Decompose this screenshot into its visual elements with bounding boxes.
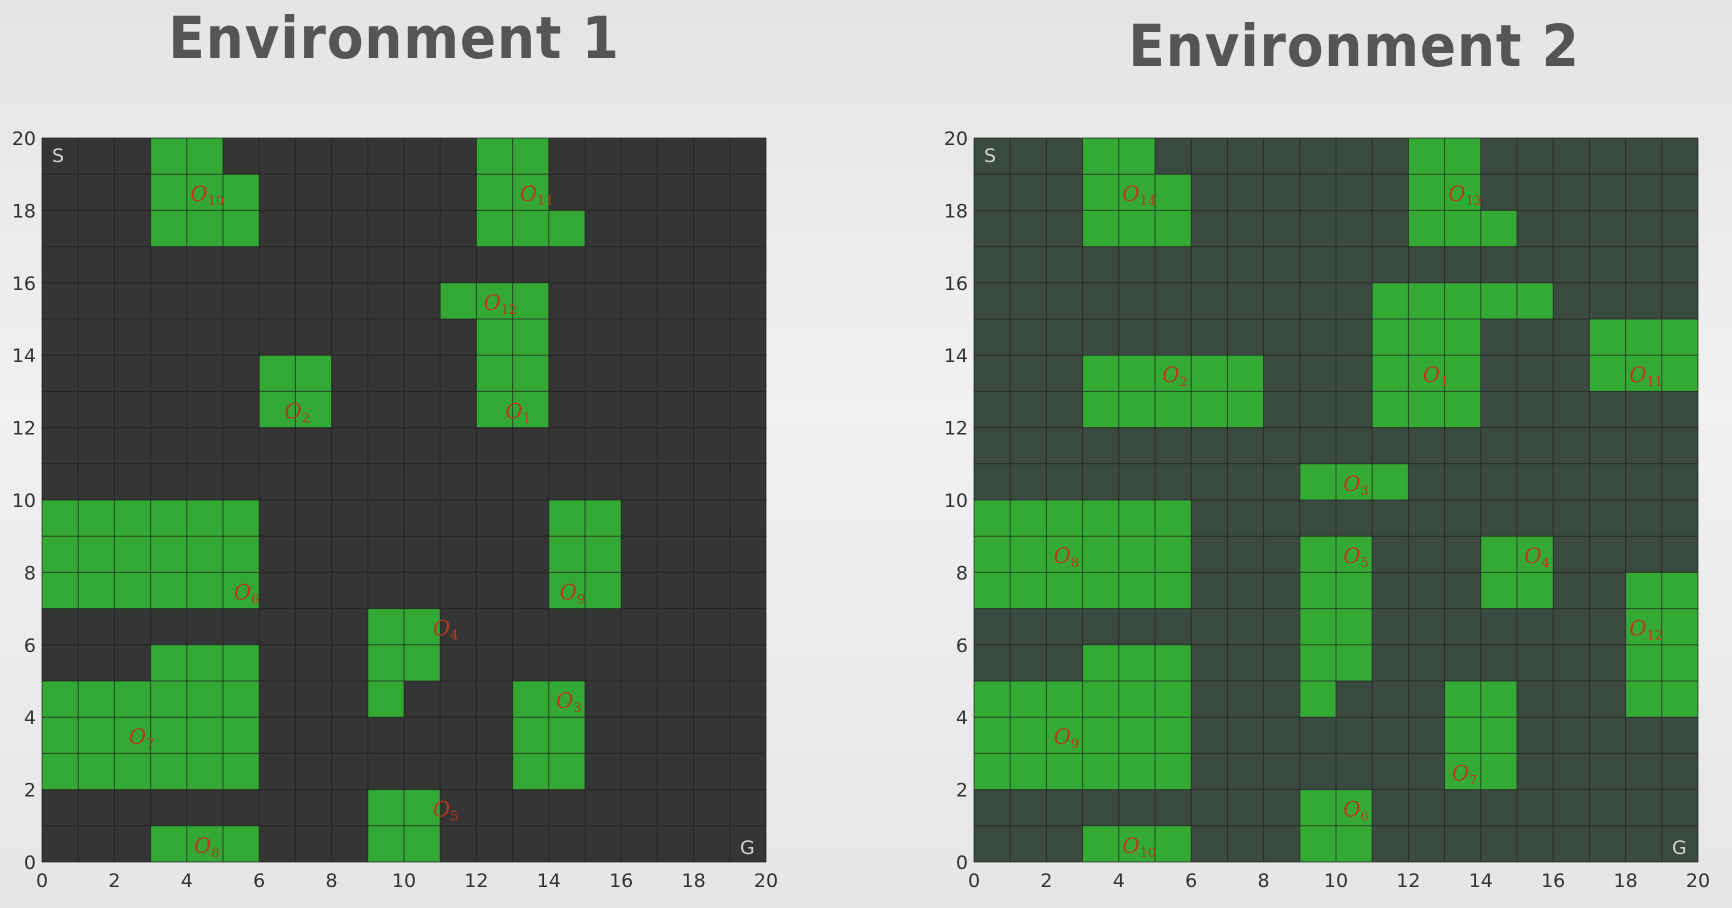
obstacle-label: O4 bbox=[433, 617, 459, 644]
y-tick-label: 10 bbox=[944, 490, 968, 512]
x-tick-label: 10 bbox=[392, 870, 416, 892]
x-tick-label: 10 bbox=[1324, 870, 1348, 892]
obstacle-label: O4 bbox=[1524, 544, 1550, 571]
x-tick-label: 14 bbox=[537, 870, 561, 892]
obstacle-block bbox=[367, 681, 404, 718]
y-tick-label: 6 bbox=[956, 635, 968, 657]
y-tick-label: 10 bbox=[12, 490, 36, 512]
y-tick-label: 12 bbox=[944, 418, 968, 440]
y-tick-label: 14 bbox=[12, 345, 36, 367]
obstacle-12 bbox=[440, 282, 549, 319]
obstacle-10 bbox=[1082, 825, 1192, 862]
x-tick-label: 6 bbox=[1185, 870, 1197, 892]
y-tick-label: 4 bbox=[956, 707, 968, 729]
x-tick-label: 8 bbox=[1258, 870, 1270, 892]
obstacle-label: O2 bbox=[285, 399, 311, 426]
x-tick-label: 4 bbox=[181, 870, 193, 892]
obstacle-3 bbox=[1299, 463, 1409, 500]
obstacle-label: O12 bbox=[1629, 617, 1663, 644]
obstacle-label: O3 bbox=[1343, 472, 1369, 499]
obstacle-label: O10 bbox=[190, 182, 224, 209]
obstacle-block bbox=[1299, 681, 1336, 718]
obstacle-label: O12 bbox=[484, 291, 518, 318]
x-tick-label: 0 bbox=[36, 870, 48, 892]
obstacle-label: O14 bbox=[1122, 182, 1156, 209]
y-tick-label: 0 bbox=[956, 852, 968, 874]
y-tick-label: 20 bbox=[12, 128, 36, 150]
obstacle-block bbox=[1082, 644, 1192, 681]
obstacle-label: O13 bbox=[1448, 182, 1482, 209]
y-tick-label: 6 bbox=[24, 635, 36, 657]
obstacle-label: O8 bbox=[1054, 544, 1080, 571]
y-tick-label: 4 bbox=[24, 707, 36, 729]
obstacle-block bbox=[440, 282, 549, 319]
obstacle-label: O7 bbox=[1452, 761, 1478, 788]
x-tick-label: 6 bbox=[253, 870, 265, 892]
y-tick-label: 18 bbox=[944, 200, 968, 222]
obstacle-label: O11 bbox=[520, 182, 554, 209]
x-tick-label: 2 bbox=[1040, 870, 1052, 892]
obstacle-label: O8 bbox=[194, 834, 220, 861]
obstacle-block bbox=[150, 825, 260, 862]
obstacle-label: O2 bbox=[1162, 363, 1188, 390]
y-tick-label: 2 bbox=[24, 780, 36, 802]
obstacle-block bbox=[1372, 282, 1554, 319]
x-tick-label: 16 bbox=[1541, 870, 1565, 892]
x-tick-label: 20 bbox=[754, 870, 778, 892]
x-tick-label: 18 bbox=[682, 870, 706, 892]
start-label: S bbox=[984, 145, 996, 167]
y-tick-label: 12 bbox=[12, 418, 36, 440]
obstacle-label: O7 bbox=[129, 725, 155, 752]
y-tick-label: 14 bbox=[944, 345, 968, 367]
obstacle-8 bbox=[150, 825, 260, 862]
x-tick-label: 20 bbox=[1686, 870, 1710, 892]
obstacle-block bbox=[150, 644, 260, 681]
environment-2-plot: O1 O2 O3 O4 O5 O6 O7 O8 O9 O10 O11 O12 O13 O14 S G 0 2 4 6 8… bbox=[944, 128, 1710, 892]
x-tick-label: 12 bbox=[464, 870, 488, 892]
y-tick-label: 8 bbox=[956, 562, 968, 584]
x-tick-label: 4 bbox=[1113, 870, 1125, 892]
obstacle-label: O5 bbox=[433, 798, 459, 825]
environment-1-title: Environment 1 bbox=[168, 4, 620, 72]
obstacle-label: O3 bbox=[556, 689, 582, 716]
x-tick-label: 0 bbox=[968, 870, 980, 892]
obstacle-block bbox=[476, 210, 585, 247]
obstacle-block bbox=[1299, 463, 1409, 500]
obstacle-label: O9 bbox=[560, 580, 586, 607]
x-tick-label: 16 bbox=[609, 870, 633, 892]
obstacle-label: O9 bbox=[1054, 725, 1080, 752]
x-tick-label: 2 bbox=[108, 870, 120, 892]
y-tick-label: 18 bbox=[12, 200, 36, 222]
obstacle-label: O1 bbox=[1423, 363, 1449, 390]
obstacle-label: O1 bbox=[505, 399, 531, 426]
x-tick-label: 18 bbox=[1614, 870, 1638, 892]
obstacle-1 bbox=[1372, 282, 1554, 428]
obstacle-label: O5 bbox=[1343, 544, 1369, 571]
y-tick-label: 8 bbox=[24, 562, 36, 584]
obstacle-label: O10 bbox=[1122, 834, 1156, 861]
y-tick-label: 0 bbox=[24, 852, 36, 874]
environment-2-grid: O1 O2 O3 O4 O5 O6 O7 O8 O9 O10 O11 O12 O13 O14 S G 0 2 4 6 8… bbox=[932, 128, 1732, 908]
y-tick-label: 16 bbox=[12, 273, 36, 295]
obstacle-block bbox=[1082, 825, 1192, 862]
start-label: S bbox=[52, 145, 64, 167]
obstacle-label: O6 bbox=[1343, 798, 1369, 825]
x-tick-label: 12 bbox=[1396, 870, 1420, 892]
y-tick-label: 16 bbox=[944, 273, 968, 295]
environment-1-grid: O1 O2 O3 O4 O5 O6 O7 O8 O9 O10 O11 O12 S G 0 2 4 6 8 10 12 14… bbox=[0, 128, 800, 908]
x-tick-label: 8 bbox=[326, 870, 338, 892]
y-tick-label: 20 bbox=[944, 128, 968, 150]
environment-2-title: Environment 2 bbox=[1128, 12, 1580, 80]
obstacle-block bbox=[1372, 319, 1481, 428]
x-tick-label: 14 bbox=[1469, 870, 1493, 892]
goal-label: G bbox=[1672, 837, 1687, 859]
obstacle-label: O11 bbox=[1629, 363, 1663, 390]
environment-1-plot: O1 O2 O3 O4 O5 O6 O7 O8 O9 O10 O11 O12 S G 0 2 4 6 8 10 12 14… bbox=[12, 128, 778, 892]
y-tick-label: 2 bbox=[956, 780, 968, 802]
obstacle-block bbox=[1408, 210, 1517, 247]
obstacle-label: O6 bbox=[234, 580, 259, 607]
goal-label: G bbox=[740, 837, 755, 859]
